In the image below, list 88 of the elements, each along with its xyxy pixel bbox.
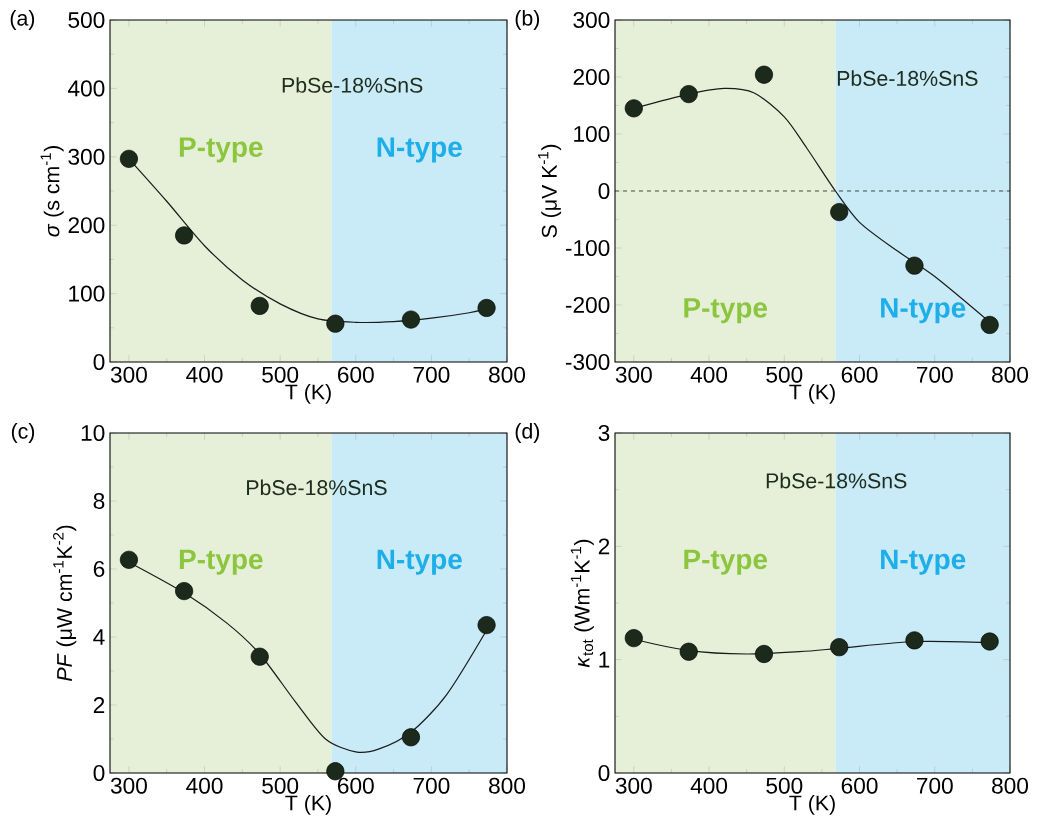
x-tick-label: 700 (917, 366, 953, 383)
x-axis-title: T (K) (285, 794, 331, 815)
point (905, 256, 924, 275)
point (250, 296, 269, 315)
band-label: N-type (377, 549, 462, 575)
y-tick-label: 1 (599, 651, 610, 668)
band-label: P-type (179, 137, 263, 163)
y-tick-label: 2 (93, 697, 105, 713)
y-tick-label: 300 (573, 11, 610, 29)
y-tick-label: 200 (68, 217, 105, 234)
y-tick-label: -100 (565, 239, 610, 257)
y-tick-label: 4 (93, 629, 105, 645)
annotation: PbSe-18%SnS (766, 472, 907, 489)
point (401, 728, 420, 747)
y-axis-title: σ (s cm$^{-1}$) (40, 146, 64, 237)
x-tick-label: 600 (338, 777, 374, 794)
x-tick-label: 800 (992, 777, 1029, 794)
x-tick-label: 400 (186, 777, 223, 794)
y-tick-label: 400 (68, 80, 105, 97)
x-axis-title: T (K) (285, 383, 331, 404)
band-label: N-type (881, 549, 966, 575)
x-tick-label: 700 (917, 777, 953, 794)
text: (d) (515, 423, 540, 443)
band-label: N-type (881, 298, 966, 324)
point (477, 298, 496, 317)
x-tick-label: 400 (186, 366, 223, 383)
x-tick-label: 600 (841, 777, 878, 794)
annotation: PbSe-18%SnS (247, 479, 387, 496)
point (250, 647, 269, 666)
x-tick-label: 300 (110, 777, 147, 794)
x-tick-label: 600 (841, 366, 878, 383)
y-axis-title: S (μV K$^{-1}$) (538, 144, 562, 238)
y-tick-label: 0 (93, 764, 105, 782)
x-tick-label: 800 (489, 777, 526, 794)
x-tick-label: 800 (992, 366, 1029, 383)
y-axis-title: PF (μW cm$^{-1}$K$^{-2}$) (53, 525, 77, 681)
x-tick-label: 400 (690, 777, 728, 794)
point (754, 65, 773, 84)
y-axis-title: κ$_{tot}$ (Wm$^{-1}$K$^{-1}$) (570, 539, 594, 668)
y-tick-label: 10 (81, 424, 105, 442)
y-tick-label: 100 (69, 285, 105, 302)
x-tick-label: 500 (262, 366, 299, 383)
point (175, 226, 194, 245)
point (119, 149, 138, 168)
x-tick-label: 300 (615, 366, 652, 383)
point (119, 550, 138, 569)
x-tick-label: 300 (110, 366, 147, 383)
x-tick-label: 300 (615, 777, 652, 794)
x-tick-label: 500 (262, 777, 299, 794)
x-tick-label: 800 (489, 366, 526, 383)
band-label: P-type (179, 549, 263, 575)
point (401, 310, 420, 329)
text: (a) (10, 10, 35, 30)
y-tick-label: 500 (68, 11, 105, 29)
x-tick-label: 700 (413, 366, 450, 383)
point (980, 315, 999, 334)
point (477, 616, 496, 635)
y-tick-label: 8 (93, 492, 105, 510)
x-tick-label: 500 (766, 777, 803, 794)
point (175, 582, 194, 601)
y-tick-label: -300 (565, 353, 610, 371)
band-label: P-type (684, 549, 768, 575)
point (679, 85, 698, 104)
y-tick-label: 0 (598, 182, 610, 200)
annotation: PbSe-18%SnS (837, 70, 978, 86)
x-tick-label: 600 (338, 366, 374, 383)
annotation: PbSe-18%SnS (282, 77, 423, 93)
x-axis-title: T (K) (789, 794, 835, 815)
y-tick-label: 6 (93, 560, 105, 578)
band-label: P-type (684, 298, 768, 324)
band-label: N-type (377, 137, 462, 163)
x-tick-label: 500 (766, 366, 803, 383)
y-tick-label: 300 (68, 148, 105, 165)
point (624, 99, 643, 118)
text: (c) (11, 423, 35, 443)
text: (b) (515, 10, 540, 30)
y-tick-label: 200 (573, 68, 610, 86)
x-axis-title: T (K) (789, 383, 835, 404)
point (326, 314, 345, 333)
y-tick-label: 2 (598, 538, 610, 555)
x-tick-label: 700 (413, 777, 450, 794)
y-tick-label: 0 (598, 764, 610, 782)
point (830, 203, 849, 222)
y-tick-label: 100 (574, 125, 610, 143)
y-tick-label: 3 (598, 424, 610, 442)
y-tick-label: 0 (93, 353, 105, 371)
y-tick-label: -200 (565, 296, 610, 314)
x-tick-label: 400 (690, 366, 728, 383)
